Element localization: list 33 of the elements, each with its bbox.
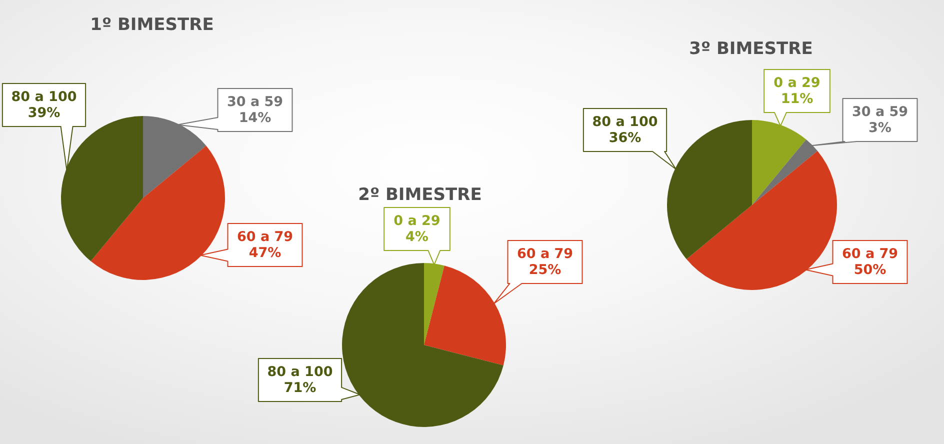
slice-label: 60 a 79	[516, 246, 574, 262]
chart-title: 2º BIMESTRE	[358, 185, 482, 205]
data-label: 36%	[608, 130, 642, 146]
data-label: 3%	[868, 120, 892, 136]
pie-slice	[90, 146, 225, 280]
pie-slice	[686, 150, 837, 290]
pie-slice	[61, 116, 143, 262]
slice-label: 60 a 79	[236, 228, 294, 245]
data-label: 25%	[528, 262, 562, 278]
data-label: 11%	[780, 91, 814, 108]
pie-slice	[752, 140, 818, 205]
slice-label: 60 a 79	[842, 246, 898, 262]
slice-label: 0 a 29	[774, 74, 820, 91]
pie-slice	[424, 266, 506, 366]
pie-slice	[667, 120, 752, 260]
slice-label: 80 a 100	[267, 364, 333, 380]
pie-slice	[143, 116, 206, 198]
slice-label: 30 a 59	[852, 104, 908, 120]
chart-title: 3º BIMESTRE	[689, 39, 813, 59]
pie-slice	[752, 120, 806, 205]
data-label: 14%	[238, 110, 272, 126]
data-label: 50%	[854, 262, 887, 278]
data-label: 71%	[284, 380, 317, 396]
pie-slice	[424, 263, 444, 345]
data-label: 47%	[248, 245, 282, 262]
data-label: 39%	[28, 105, 61, 122]
slice-label: 0 a 29	[394, 212, 440, 229]
data-label: 4%	[406, 229, 429, 246]
chart-title: 1º BIMESTRE	[90, 15, 214, 35]
pie-slice	[342, 263, 504, 427]
slice-label: 80 a 100	[11, 88, 77, 105]
slice-label: 30 a 59	[226, 94, 284, 110]
slice-label: 80 a 100	[592, 114, 658, 130]
